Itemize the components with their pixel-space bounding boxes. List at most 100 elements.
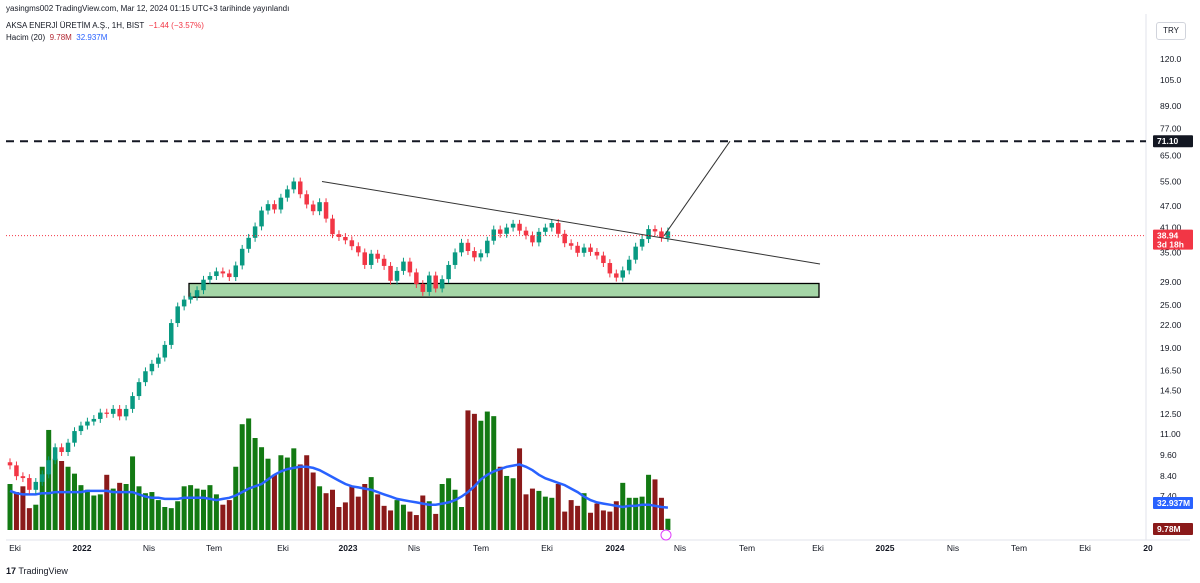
volume-bar	[46, 429, 52, 530]
candle-body	[472, 251, 477, 258]
candle-body	[110, 408, 116, 414]
candle-body	[626, 259, 632, 271]
y-tick-label: 105.0	[1160, 75, 1182, 85]
footer: 17 TradingView	[6, 566, 68, 576]
candle-body	[556, 223, 561, 234]
volume-bar	[162, 507, 168, 530]
y-tick-label: 22.00	[1160, 320, 1182, 330]
volume-bar	[555, 484, 561, 530]
volume-bar	[375, 494, 381, 530]
y-tick-label: 29.00	[1160, 277, 1182, 287]
candle-body	[46, 460, 51, 475]
volume-bar	[104, 474, 110, 530]
currency-button[interactable]: TRY	[1156, 22, 1186, 40]
volume-bar	[201, 489, 206, 530]
candle-body	[323, 202, 329, 219]
volume-bar	[407, 511, 413, 530]
symbol-title: AKSA ENERJİ ÜRETİM A.Ş., 1H, BIST	[6, 21, 145, 30]
candle-body	[446, 264, 451, 280]
candle-body	[497, 229, 503, 234]
volume-bar	[213, 494, 219, 530]
footer-brand: TradingView	[18, 566, 68, 576]
y-tick-label: 16.50	[1160, 365, 1182, 375]
volume-bar	[271, 474, 277, 530]
volume-bar	[562, 511, 568, 530]
volume-bar	[323, 493, 329, 530]
volume-bar	[517, 448, 523, 530]
volume-bar	[426, 501, 432, 530]
x-tick-label: Nis	[947, 543, 959, 553]
y-tick-label: 89.00	[1160, 101, 1182, 111]
y-tick-label: 7.40	[1160, 491, 1177, 501]
candle-body	[388, 265, 393, 281]
volume-bar	[117, 482, 123, 530]
x-tick-label: Eki	[812, 543, 824, 553]
volume-bar	[394, 500, 400, 530]
volume-bar	[310, 472, 316, 530]
candle-body	[356, 246, 361, 253]
candle-body	[549, 223, 555, 228]
candle-body	[407, 261, 413, 273]
y-tick-label: 11.00	[1160, 429, 1181, 439]
volume-bar	[78, 485, 84, 530]
last-price-label-bg	[1153, 229, 1193, 250]
volume-bar	[549, 497, 555, 530]
volume-bar	[278, 455, 284, 530]
candle-body	[272, 204, 277, 210]
volume-bar	[420, 495, 426, 530]
volume-bar	[368, 477, 374, 530]
volume-bar	[239, 424, 245, 530]
volume-bar	[259, 447, 265, 530]
volume-bar	[523, 494, 529, 530]
volume-bar	[510, 478, 516, 530]
candle-body	[568, 243, 574, 246]
volume-bar	[362, 484, 368, 530]
candle-body	[14, 465, 19, 477]
volume-ma-value: 32.937M	[76, 33, 108, 42]
candle-body	[201, 279, 206, 291]
candle-body	[91, 418, 97, 422]
volume-bar	[639, 496, 645, 530]
volume-label: 9.78M	[1157, 524, 1181, 534]
volume-bar	[110, 488, 116, 530]
candle-body	[291, 181, 297, 190]
x-tick-label: 2025	[876, 543, 895, 553]
candle-body	[368, 253, 374, 265]
candle-body	[530, 235, 535, 243]
volume-bar	[72, 473, 77, 530]
y-tick-label: 8.40	[1160, 471, 1177, 481]
candle-body	[220, 271, 226, 274]
volume-bar	[446, 478, 452, 530]
volume-bar	[491, 416, 497, 530]
volume-label-bg	[1153, 523, 1193, 535]
candle-body	[652, 229, 658, 232]
volume-bar	[594, 503, 600, 530]
x-tick-label: Eki	[277, 543, 289, 553]
volume-bar	[542, 496, 548, 530]
candle-body	[536, 231, 542, 243]
volume-bar	[91, 495, 97, 530]
volume-bar	[59, 461, 65, 530]
candle-body	[136, 382, 142, 397]
volume-bar	[149, 492, 155, 530]
candle-body	[562, 233, 567, 244]
volume-bar	[588, 512, 593, 530]
candle-body	[130, 396, 135, 409]
candle-body	[659, 231, 664, 238]
volume-bar	[142, 493, 148, 530]
candle-body	[169, 323, 174, 345]
volume-bar	[465, 410, 471, 530]
candle-body	[310, 204, 316, 212]
candle-body	[523, 230, 529, 236]
candle-body	[156, 357, 161, 364]
candle-body	[285, 189, 290, 198]
volume-bar	[381, 505, 387, 530]
volume-bar	[484, 411, 490, 530]
volume-bar	[168, 508, 174, 530]
candle-body	[181, 299, 187, 307]
volume-bar	[413, 515, 419, 530]
volume-bar	[497, 466, 503, 530]
volume-bar	[607, 511, 613, 530]
y-tick-label: 120.0	[1160, 54, 1182, 64]
